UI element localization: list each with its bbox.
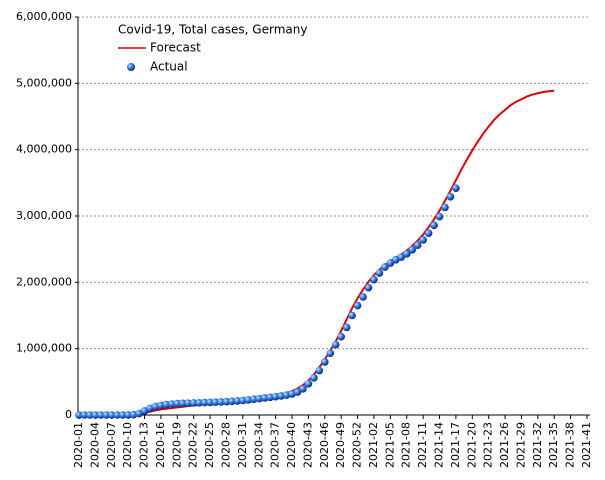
actual-point [211, 398, 220, 406]
x-tick-label: 2021-41 [580, 422, 593, 468]
x-tick-label: 2020-13 [138, 422, 151, 468]
actual-point [228, 397, 236, 406]
actual-point [168, 400, 176, 408]
x-tick-label: 2020-01 [72, 422, 85, 468]
actual-point [75, 411, 83, 419]
actual-point [86, 411, 94, 419]
x-tick-label: 2021-38 [564, 422, 577, 468]
actual-point [402, 250, 411, 258]
actual-point [222, 397, 231, 406]
actual-point [408, 246, 417, 254]
x-tick-label: 2021-26 [498, 422, 511, 468]
x-tick-label: 2020-16 [154, 422, 167, 468]
actual-point [195, 398, 203, 407]
actual-point [397, 253, 406, 261]
actual-point [107, 411, 116, 419]
x-tick-label: 2021-14 [433, 422, 446, 468]
x-tick-label: 2020-43 [301, 422, 314, 468]
actual-point [348, 311, 356, 320]
x-tick-label: 2020-49 [334, 422, 347, 468]
legend-label: Actual [150, 60, 188, 74]
actual-point [97, 411, 105, 419]
actual-point [113, 411, 122, 419]
actual-point [118, 411, 127, 419]
actual-point [189, 399, 198, 407]
legend-marker [127, 63, 135, 71]
actual-point [91, 411, 100, 419]
forecast-line [79, 89, 555, 416]
actual-point [441, 203, 449, 212]
actual-point [102, 411, 111, 419]
x-tick-label: 2021-29 [514, 422, 527, 468]
x-tick-label: 2021-05 [383, 422, 396, 468]
actual-point [233, 397, 242, 405]
actual-point [162, 400, 171, 409]
x-tick-label: 2020-46 [318, 422, 331, 468]
actual-point [331, 340, 340, 349]
actual-point [310, 374, 318, 382]
x-tick-label: 2020-22 [187, 422, 200, 468]
actual-point [452, 184, 460, 192]
actual-point [80, 411, 89, 419]
y-tick-label: 2,000,000 [16, 275, 72, 288]
x-tick-label: 2020-40 [285, 422, 298, 468]
legend-label: Forecast [150, 41, 201, 55]
actual-point [381, 263, 389, 271]
actual-point [178, 399, 187, 408]
actual-point [413, 241, 422, 249]
actual-point [430, 221, 438, 230]
x-tick-label: 2021-11 [416, 422, 429, 468]
actual-point [359, 293, 367, 301]
x-tick-label: 2020-07 [105, 422, 118, 468]
x-tick-label: 2021-08 [400, 422, 413, 468]
actual-point [206, 398, 214, 407]
x-tick-label: 2020-52 [351, 422, 364, 468]
x-tick-label: 2021-20 [465, 422, 478, 468]
actual-point [353, 301, 362, 310]
x-tick-label: 2021-17 [449, 422, 462, 468]
actual-point [435, 212, 444, 221]
actual-point [184, 399, 193, 407]
actual-point [173, 399, 182, 408]
x-tick-label: 2020-25 [203, 422, 216, 468]
actual-point [419, 236, 427, 244]
actual-point [315, 366, 324, 375]
x-tick-label: 2020-31 [236, 422, 249, 468]
actual-point [321, 358, 329, 366]
x-tick-label: 2020-10 [121, 422, 134, 468]
y-tick-label: 6,000,000 [16, 10, 72, 23]
actual-point [364, 283, 373, 292]
x-tick-label: 2020-34 [252, 422, 265, 468]
chart-title: Covid-19, Total cases, Germany [118, 23, 307, 37]
actual-point [299, 385, 307, 393]
y-tick-label: 4,000,000 [16, 143, 72, 156]
actual-point [200, 398, 209, 407]
actual-point [337, 332, 345, 341]
actual-point [217, 398, 225, 406]
x-tick-label: 2020-19 [170, 422, 183, 468]
actual-point [375, 269, 384, 277]
actual-point [370, 275, 378, 284]
x-tick-label: 2020-37 [269, 422, 282, 468]
x-tick-label: 2021-35 [547, 422, 560, 468]
actual-point [342, 323, 351, 332]
actual-point [304, 380, 313, 388]
y-tick-label: 3,000,000 [16, 209, 72, 222]
actual-point [446, 192, 455, 201]
x-tick-label: 2021-32 [531, 422, 544, 468]
x-tick-label: 2020-28 [219, 422, 232, 468]
actual-point [124, 411, 132, 419]
actual-point [326, 349, 335, 358]
actual-point [386, 259, 395, 267]
x-tick-label: 2021-23 [482, 422, 495, 468]
y-tick-label: 1,000,000 [16, 342, 72, 355]
actual-point [424, 229, 433, 238]
x-tick-label: 2021-02 [367, 422, 380, 468]
y-tick-label: 0 [65, 408, 72, 421]
y-tick-label: 5,000,000 [16, 76, 72, 89]
x-tick-label: 2020-04 [88, 422, 101, 468]
